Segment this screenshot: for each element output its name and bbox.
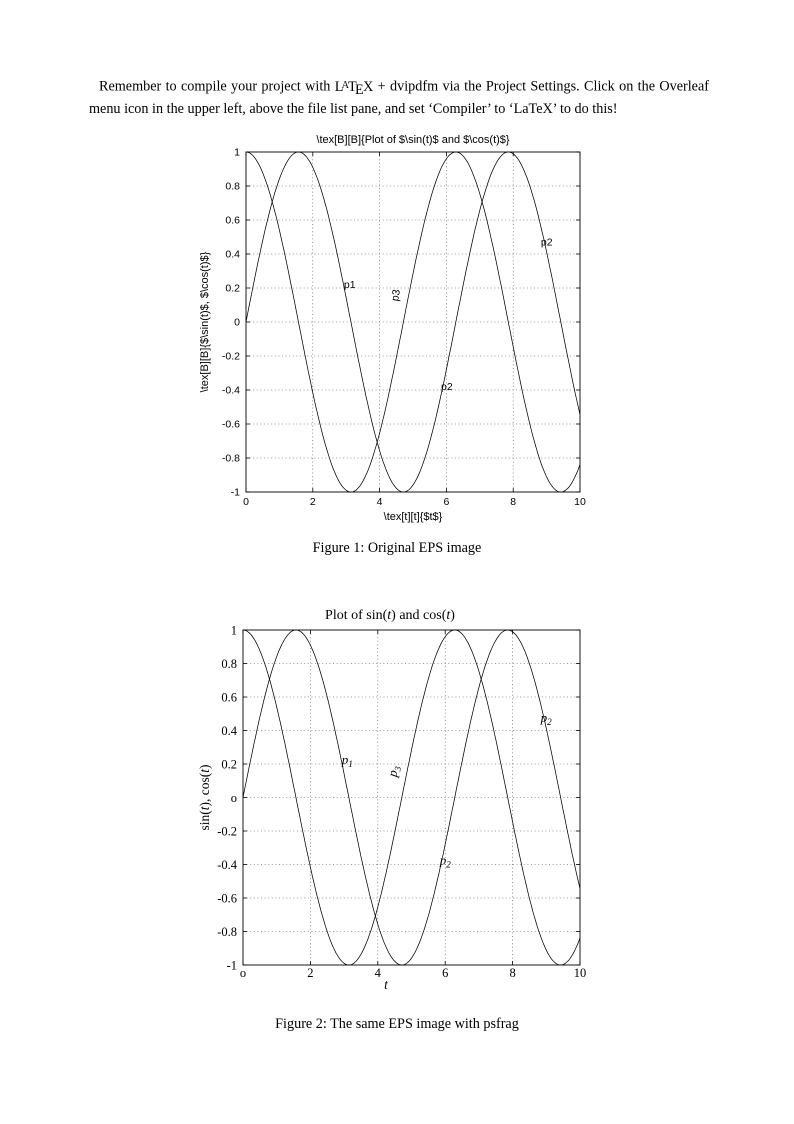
x-tick-label: 8 xyxy=(509,966,515,980)
y-tick-label: -0.8 xyxy=(222,453,240,465)
curve-annotation: p3 xyxy=(389,288,403,302)
x-tick-label: 10 xyxy=(574,496,586,508)
y-axis-label: sin(t), cos(t) xyxy=(197,764,212,830)
series-sin-curve xyxy=(242,629,581,966)
curve-annotation: p2 xyxy=(439,853,452,870)
y-tick-label: -0.6 xyxy=(217,891,237,905)
x-tick-label: 4 xyxy=(377,496,383,508)
x-tick-label: 4 xyxy=(375,966,382,980)
x-tick-label: 0 xyxy=(243,496,249,508)
latex-letter: L xyxy=(334,78,344,95)
intro-paragraph: Remember to compile your project with LA… xyxy=(89,76,709,119)
y-tick-label: -0.6 xyxy=(222,419,240,431)
y-tick-label: 0.2 xyxy=(221,757,237,771)
y-tick-label: 1 xyxy=(234,147,240,159)
y-tick-label: 0.2 xyxy=(225,283,240,295)
figure-1-caption: Figure 1: Original EPS image xyxy=(312,540,482,556)
y-tick-label: o xyxy=(231,791,237,805)
y-tick-label: 0 xyxy=(234,317,240,329)
curve-annotation: p1 xyxy=(344,279,356,291)
figure-2-chart: o 2 4 6 8 10 -1 -0.8 -0.6 -0.4 -0.2 o 0.2 0.4 0.6 0.8 1 P… xyxy=(197,608,587,992)
curve-annotation: p2 xyxy=(441,381,453,393)
y-tick-label: 0.4 xyxy=(225,249,240,261)
curve-annotation: p1 xyxy=(341,752,353,769)
y-tick-label: 0.8 xyxy=(221,657,237,671)
y-tick-label: 1 xyxy=(231,623,237,637)
x-tick-label: 2 xyxy=(307,966,313,980)
latex-letter: E xyxy=(354,81,364,98)
x-tick-label: o xyxy=(240,966,246,980)
y-tick-label: -1 xyxy=(231,487,240,499)
figure-1-chart: 0 2 4 6 8 10 -1 -0.8 -0.6 -0.4 -0.2 0 0.2 0.4 0.6 0.8 1 \… xyxy=(199,134,586,523)
y-tick-label: -1 xyxy=(227,958,237,972)
x-axis-label: t xyxy=(384,977,389,992)
chart-title: Plot of sin(t) and cos(t) xyxy=(325,608,455,623)
y-tick-label: 0.4 xyxy=(221,724,237,738)
paragraph-text-lead: Remember to compile your project with xyxy=(99,78,335,95)
paragraph-text-rest: + dvipdfm via the Project Settings. Clic… xyxy=(89,78,709,117)
x-tick-label: 6 xyxy=(443,496,449,508)
x-tick-label: 2 xyxy=(310,496,316,508)
figure-2-caption: Figure 2: The same EPS image with psfrag xyxy=(275,1016,519,1032)
x-axis-label: \tex[t][t]{$t$} xyxy=(384,511,443,523)
curve-annotation: p3 xyxy=(384,764,403,779)
series-cos-curve xyxy=(245,151,581,493)
chart-title: \tex[B][B]{Plot of $\sin(t)$ and $\cos(t… xyxy=(316,134,510,146)
latex-logo: LATEX xyxy=(334,78,374,98)
curve-annotation: p2 xyxy=(541,237,553,249)
y-axis-label: \tex[B][B]{$\sin(t)$, $\cos(t)$} xyxy=(199,251,211,392)
series-cos-curve xyxy=(242,629,581,966)
y-tick-label: -0.4 xyxy=(217,858,238,872)
latex-letter: A xyxy=(341,80,349,91)
y-tick-label: -0.2 xyxy=(222,351,240,363)
curve-annotation: p2 xyxy=(540,710,553,727)
y-tick-label: 0.6 xyxy=(221,690,237,704)
latex-letter: X xyxy=(363,78,374,95)
y-tick-label: -0.2 xyxy=(217,824,237,838)
y-tick-label: 0.6 xyxy=(225,215,240,227)
y-tick-label: 0.8 xyxy=(225,181,240,193)
x-tick-label: 10 xyxy=(574,966,587,980)
latex-letter: T xyxy=(347,78,357,95)
series-sin-curve xyxy=(245,151,581,493)
x-tick-label: 6 xyxy=(442,966,448,980)
y-tick-label: -0.4 xyxy=(222,385,240,397)
axes-box xyxy=(245,151,581,493)
y-tick-label: -0.8 xyxy=(217,925,237,939)
x-tick-label: 8 xyxy=(510,496,516,508)
